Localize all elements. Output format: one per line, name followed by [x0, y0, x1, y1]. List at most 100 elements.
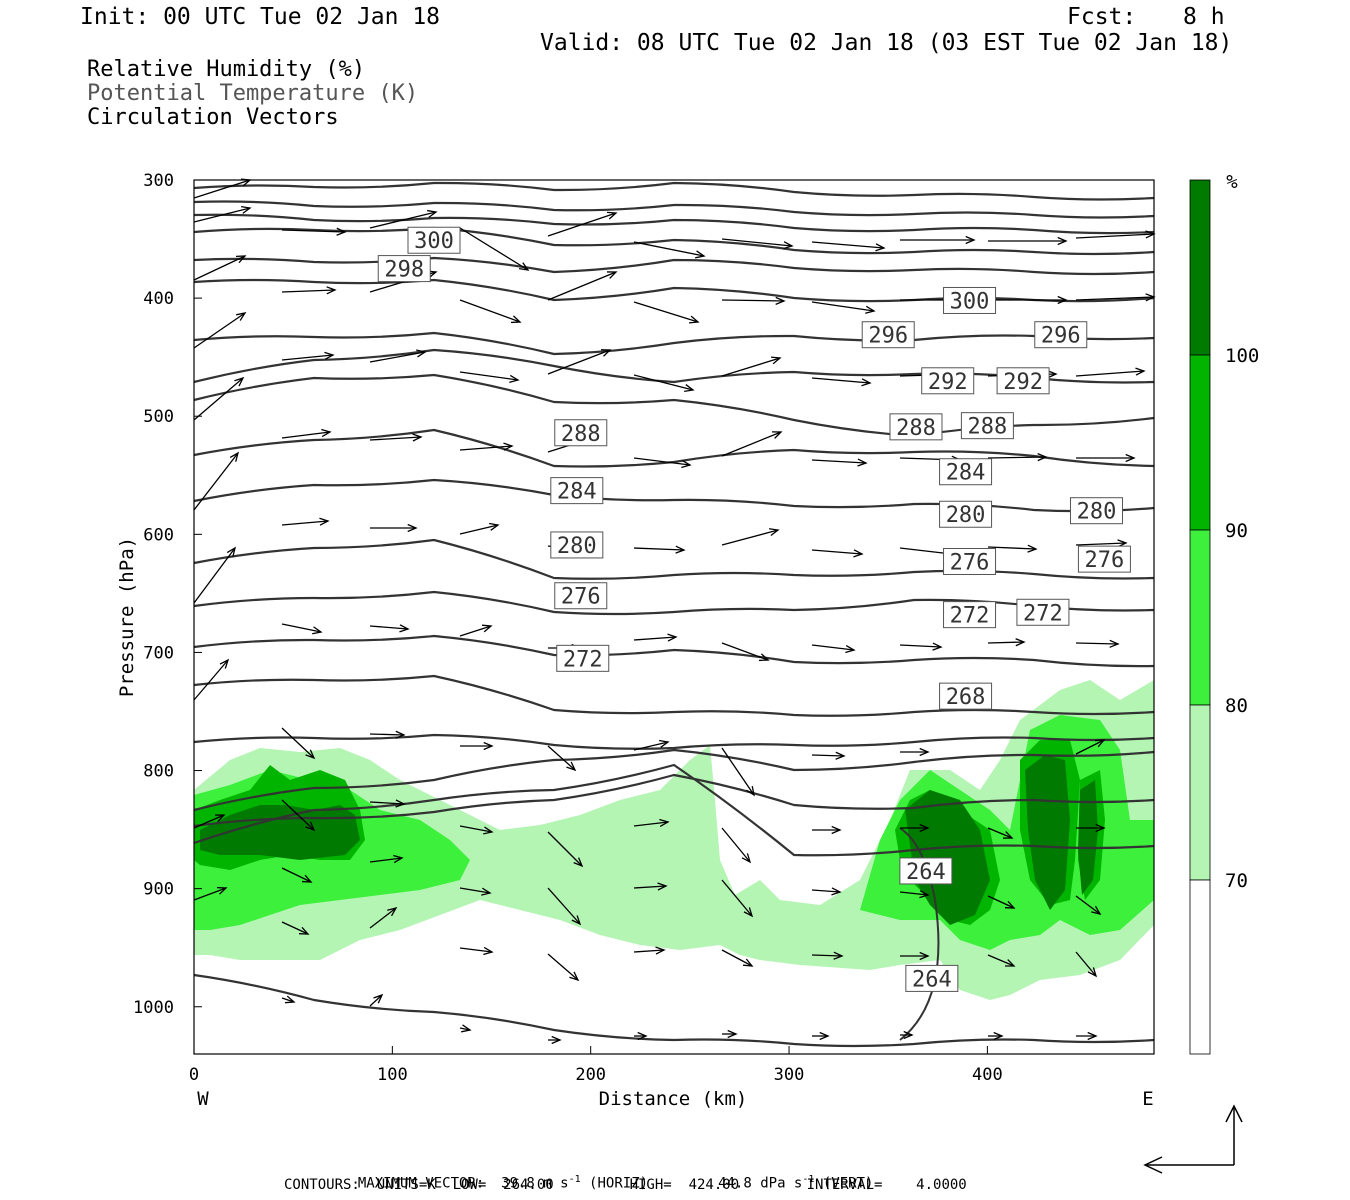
vector-shaft: [633, 374, 694, 391]
colorbar-band: [1189, 879, 1211, 1055]
vector-head: [1027, 544, 1038, 553]
vector-shaft: [1075, 895, 1101, 915]
vector-head: [321, 428, 332, 438]
plot-frame: [193, 179, 1155, 1055]
vector-head: [569, 971, 580, 982]
contour-label-box: [1077, 545, 1131, 573]
contour-label-box: [861, 321, 915, 349]
vector-shaft: [369, 857, 403, 863]
vector-head: [483, 826, 494, 835]
vector-head: [1037, 453, 1048, 462]
contour-label-box: [943, 601, 997, 629]
vector-head: [1015, 638, 1026, 647]
vector-shaft: [459, 524, 499, 535]
vector-head: [835, 751, 846, 760]
contour-label: 268: [946, 685, 986, 710]
x-tick-label: 400: [972, 1065, 1003, 1085]
vector-shaft: [459, 445, 513, 451]
vector-head: [483, 946, 494, 956]
vector-head: [1057, 236, 1068, 246]
vector-shaft: [369, 436, 422, 441]
vector-shaft: [721, 949, 753, 967]
vector-head: [1004, 900, 1016, 909]
vector-head: [1094, 739, 1106, 748]
colorbar-tick-label: 70: [1225, 870, 1248, 892]
vector-shaft: [193, 887, 227, 901]
isentrope-line: [193, 674, 1155, 717]
contour-label: 296: [1041, 324, 1081, 349]
vector-shaft: [459, 825, 493, 833]
vector-head: [919, 890, 930, 899]
vector-head: [373, 993, 384, 1004]
max-vector-line: MAXIMUM VECTOR: 39.8 m s-1 (HORIZ) 44.8 d…: [341, 1158, 874, 1192]
colorbar-unit: %: [1226, 171, 1238, 193]
vector-head: [1047, 370, 1058, 379]
vector-shaft: [369, 994, 383, 1007]
colorbar-band: [1189, 529, 1211, 706]
vector-head: [637, 1031, 648, 1041]
forecast-hour: 8 h: [1183, 4, 1225, 30]
contour-label-box: [550, 477, 604, 505]
vector-shaft: [281, 623, 322, 633]
contour-label: 298: [384, 258, 424, 283]
vector-shaft: [721, 299, 785, 302]
vector-head: [1135, 367, 1146, 376]
vector-head: [235, 255, 247, 264]
isentrope-line: [899, 827, 940, 1041]
axes: 0 100 200 300 400 300 400 500 600 700 800 900 1000: [133, 171, 1003, 1085]
vector-shaft: [987, 954, 1015, 967]
vector-shaft: [633, 821, 669, 827]
contour-label: 284: [557, 480, 597, 505]
valid-time: Valid: 08 UTC Tue 02 Jan 18 (03 EST Tue …: [540, 30, 1233, 56]
vector-head: [229, 451, 240, 462]
contour-label-box: [1069, 497, 1123, 525]
y-axis-label: Pressure (hPa): [116, 537, 138, 697]
vector-head: [481, 887, 492, 896]
contour-label: 288: [561, 422, 601, 447]
vector-head: [412, 433, 423, 442]
contour-label: 288: [968, 415, 1008, 440]
vector-shaft: [369, 801, 405, 805]
init-time: Init: 00 UTC Tue 02 Jan 18: [80, 4, 441, 30]
x-tick-label: 300: [774, 1065, 805, 1085]
vector-shaft: [459, 1027, 471, 1031]
rh-shading: [194, 680, 1154, 1000]
vector-shaft: [1075, 542, 1127, 546]
vector-head: [857, 458, 868, 467]
vector-shaft: [281, 289, 336, 293]
vector-head: [519, 262, 530, 271]
vector-head: [324, 351, 335, 360]
vector-head: [399, 624, 410, 633]
vector-head: [771, 431, 783, 439]
colorbar-band: [1189, 354, 1211, 531]
contour-label: 276: [950, 550, 990, 575]
contour-label-box: [943, 547, 997, 575]
vector-head: [657, 882, 668, 891]
contour-label: 272: [563, 647, 603, 672]
vector-shaft: [369, 733, 405, 736]
vector-shaft: [1075, 233, 1155, 239]
vector-head: [600, 349, 612, 357]
vector-shaft: [721, 879, 753, 917]
isentrope-line: [193, 428, 1155, 468]
isentrope-line: [193, 256, 1155, 276]
vector-shaft: [633, 301, 699, 323]
contour-label: 272: [950, 604, 990, 629]
vector-shaft: [193, 179, 251, 199]
vector-head: [284, 995, 296, 1004]
contour-label: 300: [414, 229, 454, 254]
vector-shaft: [633, 741, 669, 751]
vector-shaft: [987, 456, 1047, 459]
contour-label: 292: [928, 370, 968, 395]
vector-head: [510, 315, 522, 324]
vector-head: [1125, 453, 1136, 463]
vector-shaft: [1075, 951, 1097, 977]
vector-shaft: [1075, 296, 1155, 301]
vector-head: [659, 818, 670, 828]
isentrope-line: [193, 538, 1155, 580]
vector-shaft: [193, 255, 246, 281]
vector-head: [416, 349, 427, 358]
legend-potential-temperature: Potential Temperature (K): [87, 81, 419, 106]
vector-head: [489, 522, 500, 531]
